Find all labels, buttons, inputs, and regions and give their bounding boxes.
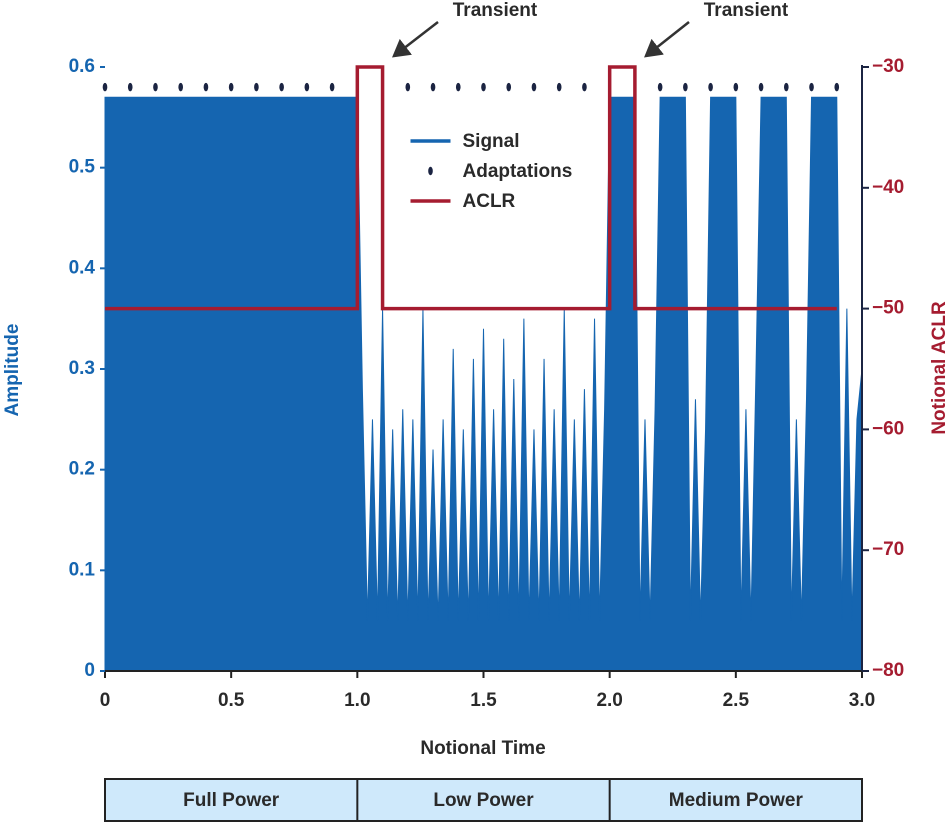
x-tick-label: 3.0 — [849, 690, 875, 711]
y2-tick-label: −50 — [872, 298, 904, 319]
x-tick-label: 1.5 — [470, 690, 497, 711]
adaptation-dot — [102, 82, 108, 92]
phase-label: Low Power — [433, 790, 534, 811]
signal-area — [104, 96, 863, 672]
phase-label: Full Power — [183, 790, 280, 811]
adaptation-dot — [254, 82, 259, 92]
annotation: Transient — [704, 0, 789, 21]
phase-bar — [104, 778, 863, 822]
y-axis-label: Amplitude — [2, 324, 23, 417]
annotation-arrow — [644, 21, 690, 58]
y-tick-label: 0.2 — [69, 459, 95, 480]
adaptation-dot — [304, 82, 310, 92]
legend-label: Adaptations — [463, 161, 573, 182]
legend-symbol — [428, 166, 433, 176]
y2-tick-label: −80 — [872, 660, 904, 681]
adaptation-dot — [708, 82, 713, 92]
adaptation-dot — [405, 82, 411, 92]
adaptation-dot — [203, 82, 209, 92]
adaptation-dot — [279, 82, 284, 92]
x-tick-label: 2.5 — [723, 690, 750, 711]
adaptation-dot — [178, 82, 183, 92]
aclr-line — [105, 65, 837, 311]
legend-label: ACLR — [463, 191, 516, 212]
adaptation-dot — [329, 82, 335, 92]
adaptation-dot — [430, 82, 436, 92]
y2-tick-label: −60 — [872, 418, 904, 439]
x-tick-label: 1.0 — [344, 690, 370, 711]
y2-tick-label: −70 — [872, 539, 904, 560]
adaptation-dot — [758, 82, 764, 92]
adaptation-dot — [127, 82, 133, 92]
x-axis-label: Notional Time — [420, 738, 545, 759]
legend-label: Signal — [463, 131, 520, 152]
y-tick-label: 0.6 — [69, 56, 95, 77]
adaptation-dot — [481, 82, 486, 92]
x-tick-label: 0 — [100, 690, 111, 711]
y-tick-label: 0.3 — [69, 358, 95, 379]
adaptation-dot — [556, 82, 562, 92]
adaptation-dot — [153, 82, 158, 92]
adaptation-dot — [834, 82, 840, 92]
y-tick-label: 0.1 — [69, 559, 96, 580]
phase-label: Medium Power — [669, 790, 804, 811]
adaptation-dot — [733, 82, 739, 92]
annotation-arrow — [392, 21, 439, 58]
adaptation-dot — [683, 82, 688, 92]
x-tick-label: 0.5 — [218, 690, 245, 711]
adaptation-dot — [657, 82, 663, 92]
y2-axis-label: Notional ACLR — [929, 301, 950, 435]
y2-tick-label: −40 — [872, 177, 904, 198]
y2-tick-label: −30 — [872, 56, 904, 77]
adaptation-dot — [506, 82, 512, 92]
adaptation-dot — [455, 82, 461, 92]
annotation: Transient — [453, 0, 538, 21]
x-tick-label: 2.0 — [596, 690, 622, 711]
plot-area — [102, 65, 863, 672]
y-tick-label: 0 — [84, 660, 95, 681]
adaptation-dot — [531, 82, 537, 92]
adaptation-dot — [228, 82, 234, 92]
adaptation-dot — [582, 82, 587, 92]
y-tick-label: 0.5 — [69, 157, 96, 178]
adaptation-dot — [809, 82, 814, 92]
y-tick-label: 0.4 — [69, 257, 96, 278]
adaptation-dot — [784, 82, 789, 92]
